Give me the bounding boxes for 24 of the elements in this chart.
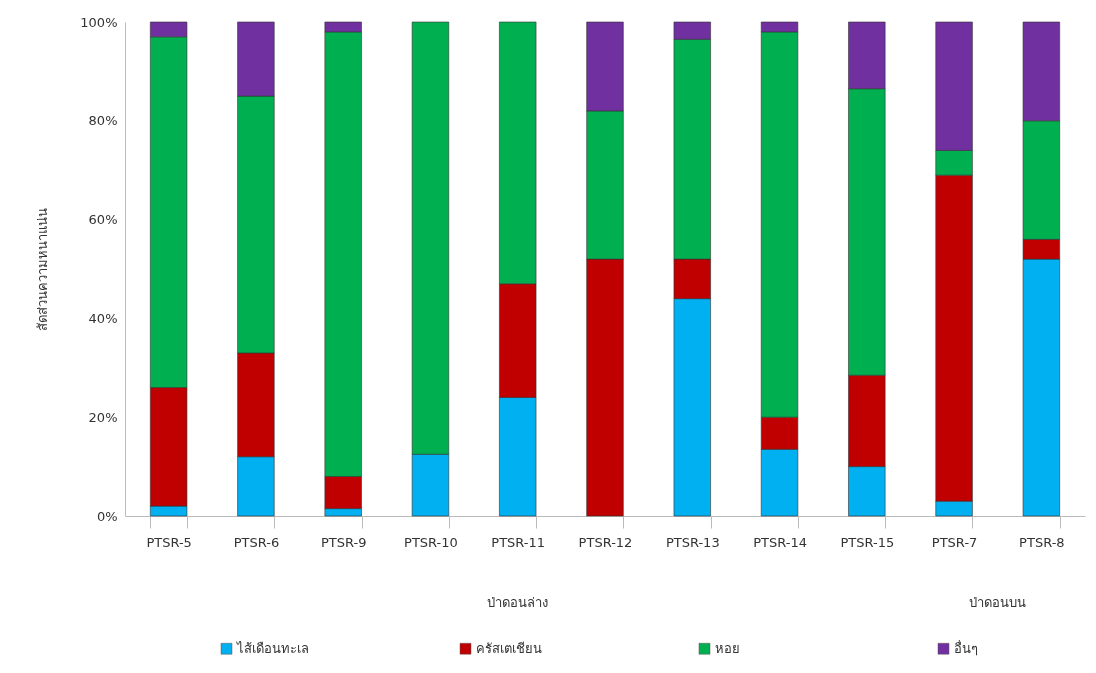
legend-label: หอย	[715, 640, 740, 656]
x-tick-label: PTSR-6	[233, 534, 280, 550]
x-tick-label: PTSR-15	[840, 534, 895, 550]
x-tick-label: PTSR-14	[753, 534, 807, 550]
y-tick-label: 100%	[80, 14, 118, 30]
x-tick-label: PTSR-11	[491, 534, 546, 550]
x-tick-label: PTSR-10	[404, 534, 458, 550]
y-tick-label: 80%	[88, 113, 118, 129]
y-tick-label: 20%	[88, 409, 118, 425]
legend-label: อื่นๆ	[954, 639, 978, 656]
legend-label: ครัสเตเชียน	[476, 640, 542, 656]
y-axis-title: สัดส่วนความหนาแน่น	[35, 208, 51, 331]
y-tick-label: 40%	[88, 310, 118, 326]
x-tick-label: PTSR-5	[146, 534, 192, 550]
y-tick-label: 60%	[88, 212, 118, 228]
x-tick-label: PTSR-13	[665, 534, 720, 550]
x-tick-label: PTSR-7	[931, 534, 978, 550]
x-tick-label: PTSR-12	[578, 534, 633, 550]
x-tick-label: PTSR-9	[320, 534, 367, 550]
x-tick-label: PTSR-8	[1019, 534, 1065, 550]
text: ป่าดอนบน	[969, 594, 1027, 612]
text: ป่าดอนล่าง	[487, 594, 549, 612]
y-tick-label: 0%	[96, 508, 118, 524]
legend-label: ไส้เดือนทะเล	[236, 640, 309, 656]
